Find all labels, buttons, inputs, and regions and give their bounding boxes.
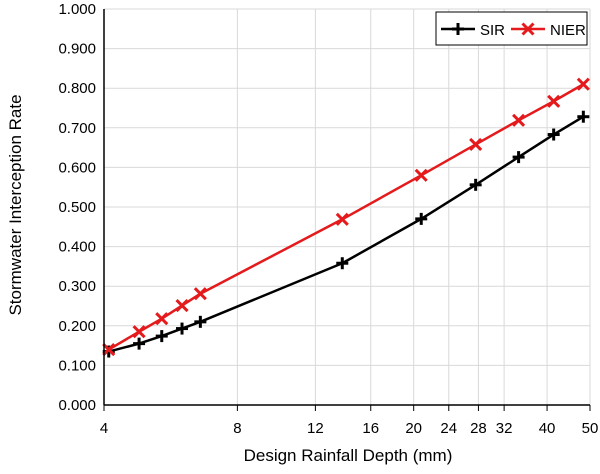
x-tick-label: 16 xyxy=(362,420,379,437)
legend-item-sir: SIR xyxy=(441,22,505,39)
legend-label: SIR xyxy=(480,22,505,39)
data-point-nier xyxy=(155,312,169,326)
data-point-nier xyxy=(102,342,116,357)
y-tick-label: 0.500 xyxy=(58,199,96,216)
legend-label: NIER xyxy=(550,22,586,39)
legend-items: SIR NIER xyxy=(441,22,586,39)
y-tick-label: 0.000 xyxy=(58,397,96,414)
x-tick-label: 20 xyxy=(405,420,422,437)
data-point-sir xyxy=(155,330,168,343)
x-tick-label: 24 xyxy=(440,420,457,437)
data-point-nier xyxy=(335,212,349,226)
legend-item-nier: NIER xyxy=(511,22,586,39)
series-nier xyxy=(102,77,590,357)
data-point-sir xyxy=(415,212,428,225)
marker-stroke xyxy=(175,299,189,313)
x-tick-label: 4 xyxy=(100,420,108,437)
marker-stroke xyxy=(469,137,483,151)
data-point-sir xyxy=(547,128,560,141)
y-tick-label: 1.000 xyxy=(58,1,96,18)
legend-swatch-marker xyxy=(521,22,535,36)
x-tick-label: 32 xyxy=(496,420,513,437)
series-layer xyxy=(102,77,590,358)
marker-stroke xyxy=(547,94,561,108)
data-point-sir xyxy=(336,257,349,270)
data-point-nier xyxy=(547,94,561,108)
data-point-nier xyxy=(576,77,590,91)
grid xyxy=(104,8,591,405)
data-point-sir xyxy=(176,322,189,335)
marker-stroke xyxy=(512,113,526,127)
tick-labels: 0.000 0.100 0.200 0.300 0.400 0.500 0.600 0.700… xyxy=(58,1,598,437)
data-point-nier xyxy=(469,137,483,151)
data-point-sir xyxy=(194,315,207,328)
marker-stroke xyxy=(132,325,146,339)
x-axis-title: Design Rainfall Depth (mm) xyxy=(244,446,453,465)
series-sir xyxy=(102,110,590,358)
x-tick-label: 12 xyxy=(307,420,324,437)
marker-stroke xyxy=(576,77,590,91)
y-tick-label: 0.100 xyxy=(58,357,96,374)
y-tick-label: 0.600 xyxy=(58,159,96,176)
legend-swatch-marker xyxy=(452,23,464,35)
data-point-nier xyxy=(193,287,207,301)
series-line-sir xyxy=(108,115,584,353)
data-point-nier xyxy=(414,168,428,182)
x-tick-label: 8 xyxy=(233,420,241,437)
y-tick-label: 0.700 xyxy=(58,120,96,137)
x-tick-label: 28 xyxy=(470,420,487,437)
data-point-sir xyxy=(577,110,590,123)
marker-stroke xyxy=(193,287,207,301)
data-point-nier xyxy=(175,299,189,313)
x-tick-label: 50 xyxy=(582,420,599,437)
y-tick-label: 0.800 xyxy=(58,80,96,97)
axes xyxy=(103,9,591,411)
data-point-nier xyxy=(512,113,526,127)
data-point-sir xyxy=(512,151,525,164)
legend: SIR NIER xyxy=(435,11,588,46)
data-point-nier xyxy=(132,325,146,339)
marker-stroke xyxy=(155,312,169,326)
data-point-sir xyxy=(469,178,482,191)
x-tick-label: 40 xyxy=(539,420,556,437)
y-axis-title: Stormwater Interception Rate xyxy=(6,94,25,315)
data-point-sir xyxy=(133,337,146,350)
y-tick-label: 0.200 xyxy=(58,318,96,335)
marker-stroke xyxy=(102,342,116,357)
marker-stroke xyxy=(335,212,349,226)
marker-stroke xyxy=(521,22,535,36)
marker-stroke xyxy=(414,168,428,182)
y-tick-label: 0.900 xyxy=(58,41,96,58)
y-tick-label: 0.400 xyxy=(58,239,96,256)
y-tick-label: 0.300 xyxy=(58,278,96,295)
